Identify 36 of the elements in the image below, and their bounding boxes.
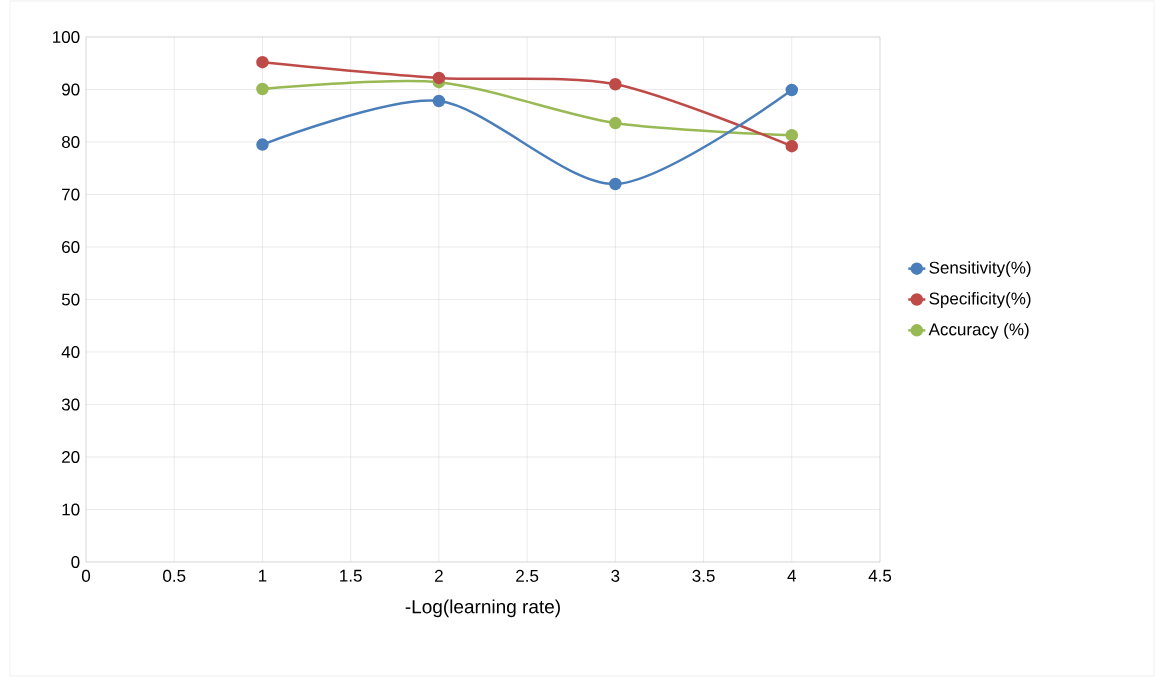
y-tick-label: 60 (62, 240, 80, 254)
x-tick-label: 2 (435, 569, 443, 582)
point (256, 55, 269, 69)
point (432, 71, 446, 85)
y-tick-label: 30 (61, 398, 80, 411)
x-tick-label: 1.5 (340, 569, 362, 582)
x-tick-label: 4 (787, 569, 797, 582)
y-tick-label: 20 (62, 450, 80, 464)
legend-label: Specificity(%) (929, 292, 1031, 308)
x-axis-title: -Log(learning rate) (405, 599, 560, 618)
point (256, 82, 269, 96)
x-tick-label: 4.5 (868, 569, 892, 582)
point (256, 138, 269, 151)
x-tick-label: 1 (259, 569, 267, 582)
point (785, 83, 799, 97)
y-tick-label: 90 (62, 83, 80, 96)
point (432, 94, 446, 108)
point (609, 77, 622, 91)
x-tick-label: 3.5 (692, 569, 715, 582)
x-tick-label: 0.5 (163, 569, 186, 582)
y-tick-label: 50 (61, 293, 80, 306)
y-tick-label: 40 (61, 345, 80, 359)
legend-label: Accuracy (%) (928, 322, 1029, 339)
y-tick-label: 80 (61, 135, 80, 149)
x-tick-label: 0 (81, 569, 91, 582)
point (785, 139, 799, 153)
x-tick-label: 3 (611, 569, 620, 582)
y-tick-label: 10 (62, 503, 80, 516)
x-tick-label: 2.5 (516, 569, 539, 582)
point (785, 128, 799, 142)
y-tick-label: 0 (71, 555, 80, 569)
point (609, 177, 622, 191)
y-tick-label: 100 (53, 30, 80, 44)
point (609, 116, 622, 130)
y-tick-label: 70 (62, 188, 80, 201)
legend-label: Sensitivity(%) (929, 261, 1031, 278)
